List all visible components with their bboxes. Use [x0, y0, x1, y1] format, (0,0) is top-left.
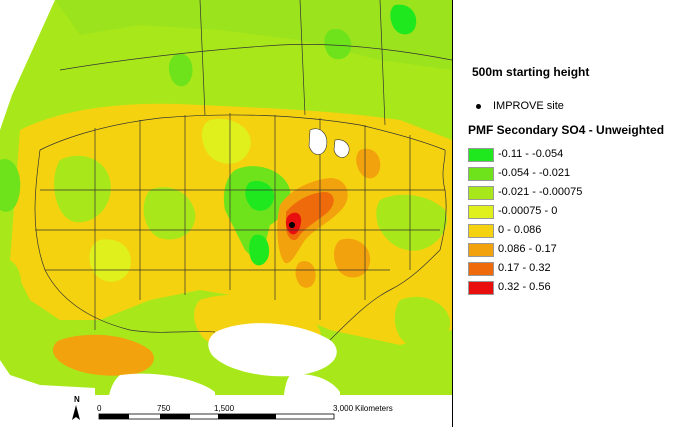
map-frame	[452, 0, 453, 427]
legend-swatch	[468, 186, 494, 200]
scale-tick-3000: 3,000	[333, 404, 354, 413]
scale-bar: N 0 750 1,500 3,000 Kilometers	[0, 395, 452, 427]
north-arrow-icon	[72, 405, 80, 420]
legend-swatch	[468, 224, 494, 238]
site-legend-label: IMPROVE site	[493, 100, 564, 112]
scale-tick-750: 750	[157, 404, 171, 413]
legend-range-label: 0.17 - 0.32	[498, 262, 551, 274]
legend-range-label: 0.32 - 0.56	[498, 281, 551, 293]
legend-range-label: -0.00075 - 0	[498, 205, 558, 217]
boundaries	[34, 0, 452, 341]
legend-range-label: 0 - 0.086	[498, 224, 542, 236]
legend-range-label: -0.11 - -0.054	[498, 148, 564, 160]
scale-unit: Kilometers	[355, 404, 393, 413]
map-panel[interactable]: N 0 750 1,500 3,000 Kilometers	[0, 0, 452, 427]
gulf-of-mexico	[208, 323, 337, 377]
concentration-field	[0, 0, 452, 395]
legend-swatch	[468, 243, 494, 257]
great-lakes	[308, 128, 328, 155]
legend-swatch	[468, 148, 494, 162]
legend-swatch	[468, 167, 494, 181]
site-legend-row: IMPROVE site	[476, 100, 564, 112]
north-arrow-label: N	[74, 395, 80, 404]
site-dot-icon	[476, 103, 481, 109]
legend-range-label: 0.086 - 0.17	[498, 243, 557, 255]
legend-title: PMF Secondary SO4 - Unweighted	[468, 123, 665, 137]
map-canvas[interactable]: N 0 750 1,500 3,000 Kilometers	[0, 0, 452, 427]
legend-swatch	[468, 262, 494, 276]
scale-tick-0: 0	[97, 404, 102, 413]
scale-tick-1500: 1,500	[214, 404, 235, 413]
starting-height-title: 500m starting height	[472, 65, 590, 79]
legend-swatch	[468, 281, 494, 295]
legend-range-label: -0.021 - -0.00075	[498, 186, 583, 198]
legend-range-label: -0.054 - -0.021	[498, 167, 571, 179]
legend-swatch	[468, 205, 494, 219]
great-lakes-east	[333, 139, 350, 158]
improve-site-marker[interactable]	[289, 222, 295, 228]
